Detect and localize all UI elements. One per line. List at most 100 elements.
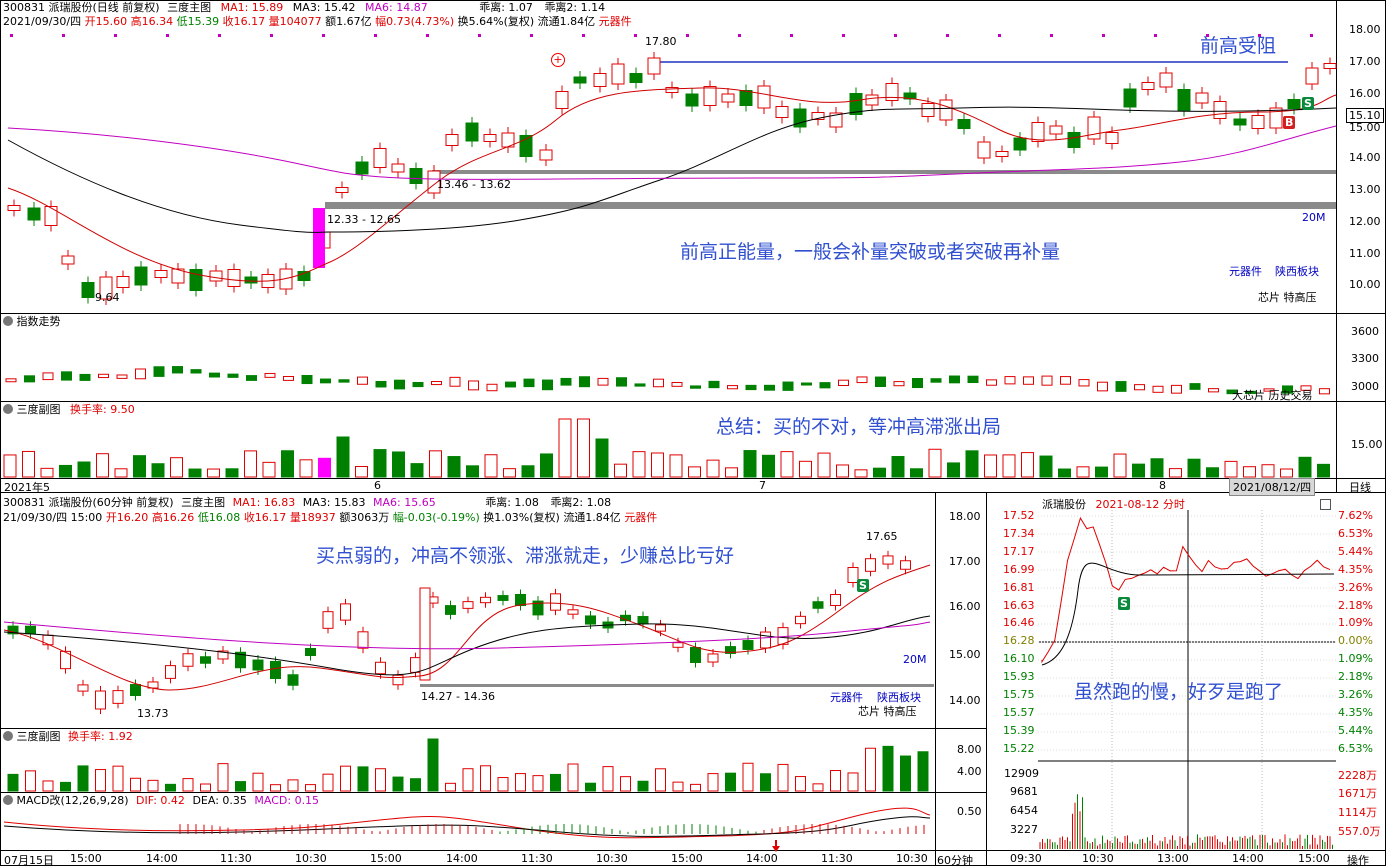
turnover-bar xyxy=(225,468,239,478)
date-axis-label: 2021年5 xyxy=(4,481,50,494)
candle-body xyxy=(1195,92,1209,104)
signal-dot xyxy=(1050,34,1053,37)
signal-dot xyxy=(582,34,585,37)
buy-signal-badge[interactable]: B xyxy=(1283,116,1296,129)
index-candle xyxy=(486,383,498,392)
signal-dot xyxy=(842,34,845,37)
macd-dea-line xyxy=(3,816,931,837)
index-panel-header: 指数走势 xyxy=(3,315,61,329)
candle-body xyxy=(200,656,211,664)
sell-signal-badge[interactable]: S xyxy=(1302,97,1314,110)
time-axis-label: 15:00 xyxy=(70,852,102,865)
candle-body xyxy=(270,660,281,680)
change-value: 幅0.73(4.73%) xyxy=(375,15,455,28)
turnover-bar xyxy=(777,763,789,792)
panel-menu-icon[interactable] xyxy=(3,316,13,326)
index-candle xyxy=(1115,381,1127,392)
index-candle xyxy=(320,378,331,384)
turnover-panel-value: 换手率: 9.50 xyxy=(70,403,135,416)
panel-menu-icon[interactable] xyxy=(3,795,13,805)
candle-body xyxy=(497,595,509,601)
sector-link-b[interactable]: 陕西板块 xyxy=(877,691,921,704)
index-panel-title[interactable]: 指数走势 xyxy=(16,315,61,328)
candle-body xyxy=(672,642,684,648)
operation-button[interactable]: 操作 xyxy=(1347,854,1369,867)
turnover-bar xyxy=(688,466,701,478)
candle-body xyxy=(567,609,579,615)
time-axis-label: 14:00 xyxy=(446,852,478,865)
candle-body xyxy=(99,276,113,300)
candle-body xyxy=(480,596,491,604)
sector-link-a[interactable]: 元器件 xyxy=(1229,265,1262,278)
turnover-bar xyxy=(281,450,294,478)
main-indicator-label[interactable]: 三度主图 xyxy=(181,496,226,509)
signal-dot xyxy=(998,34,1001,37)
panel-toggle-icon[interactable] xyxy=(1320,499,1331,510)
candle-body xyxy=(1141,82,1155,90)
support-band xyxy=(325,202,1336,209)
float-value: 流通1.84亿 xyxy=(537,15,596,28)
turnover-bar xyxy=(133,455,146,478)
axis-tick: 15.75 xyxy=(1003,688,1035,701)
add-marker-icon[interactable]: + xyxy=(551,53,565,67)
signal-dot xyxy=(686,34,689,37)
turnover-bar xyxy=(373,449,387,478)
turnover-bar xyxy=(182,778,194,792)
panel-menu-icon[interactable] xyxy=(3,731,13,741)
index-candle xyxy=(1078,379,1090,387)
bias1-value: 乖离: 1.08 xyxy=(485,496,539,509)
candle-body xyxy=(154,270,168,278)
index-candle xyxy=(98,373,109,379)
turnover-bar xyxy=(410,463,424,478)
ma1-value: MA1: 15.89 xyxy=(220,1,284,14)
turnover-bar xyxy=(532,775,544,792)
time-axis-label: 14:00 xyxy=(746,852,778,865)
index-candle xyxy=(912,377,923,389)
signal-dot xyxy=(1154,34,1157,37)
index-candle xyxy=(597,377,609,386)
close-value: 收16.17 xyxy=(222,15,266,28)
candle-body xyxy=(1177,89,1191,111)
turnover-bar xyxy=(252,772,264,792)
signal-dot xyxy=(62,34,65,37)
turnover-bar xyxy=(585,782,596,792)
period-switch[interactable]: 60分钟 xyxy=(937,854,973,867)
index-candle xyxy=(394,379,405,390)
breakout-candle xyxy=(419,587,431,681)
turnover-bar xyxy=(3,454,17,478)
index-footer-label: 大芯片 历史交易 xyxy=(1232,389,1313,402)
turnover-bar xyxy=(1076,466,1090,478)
main-indicator-label[interactable]: 三度主图 xyxy=(167,1,212,14)
panel-menu-icon[interactable] xyxy=(3,404,13,414)
turnover-bar xyxy=(340,765,351,792)
sell-signal-badge[interactable]: S xyxy=(857,579,869,592)
period-switch[interactable]: 日线 xyxy=(1349,481,1371,494)
turnover-bar xyxy=(60,781,71,792)
sell-signal-badge[interactable]: S xyxy=(1118,597,1130,610)
turnover-bar xyxy=(200,783,211,792)
candle-body xyxy=(355,161,369,175)
support-range-1: 12.33 - 12.65 xyxy=(327,213,401,226)
axis-tick: 16.81 xyxy=(1003,580,1035,594)
candle-body xyxy=(287,674,299,686)
time-axis-label: 15:00 xyxy=(370,852,402,865)
candle-body xyxy=(1305,67,1319,85)
axis-tick: 16.00 xyxy=(949,600,981,613)
macd-dif: DIF: 0.42 xyxy=(136,794,185,807)
volume-unit: 20M xyxy=(1302,211,1326,224)
sector-value[interactable]: 元器件 xyxy=(624,511,658,524)
sector-link-a[interactable]: 元器件 xyxy=(830,691,863,704)
current-price-tag: 15.10 xyxy=(1346,108,1384,123)
index-candle xyxy=(653,378,664,388)
h60-turnover-title[interactable]: 三度副图 xyxy=(16,730,61,743)
macd-title[interactable]: MACD改(12,26,9,28) xyxy=(16,794,129,807)
turnover-bar xyxy=(632,451,646,478)
sector-value[interactable]: 元器件 xyxy=(598,15,632,28)
sector-link-b[interactable]: 陕西板块 xyxy=(1275,265,1319,278)
index-candle xyxy=(579,376,590,388)
turnover-bar xyxy=(503,468,516,478)
index-candle xyxy=(357,376,368,385)
candle-body xyxy=(130,684,141,696)
candle-body xyxy=(865,558,876,572)
turnover-panel-title[interactable]: 三度副图 xyxy=(16,403,61,416)
